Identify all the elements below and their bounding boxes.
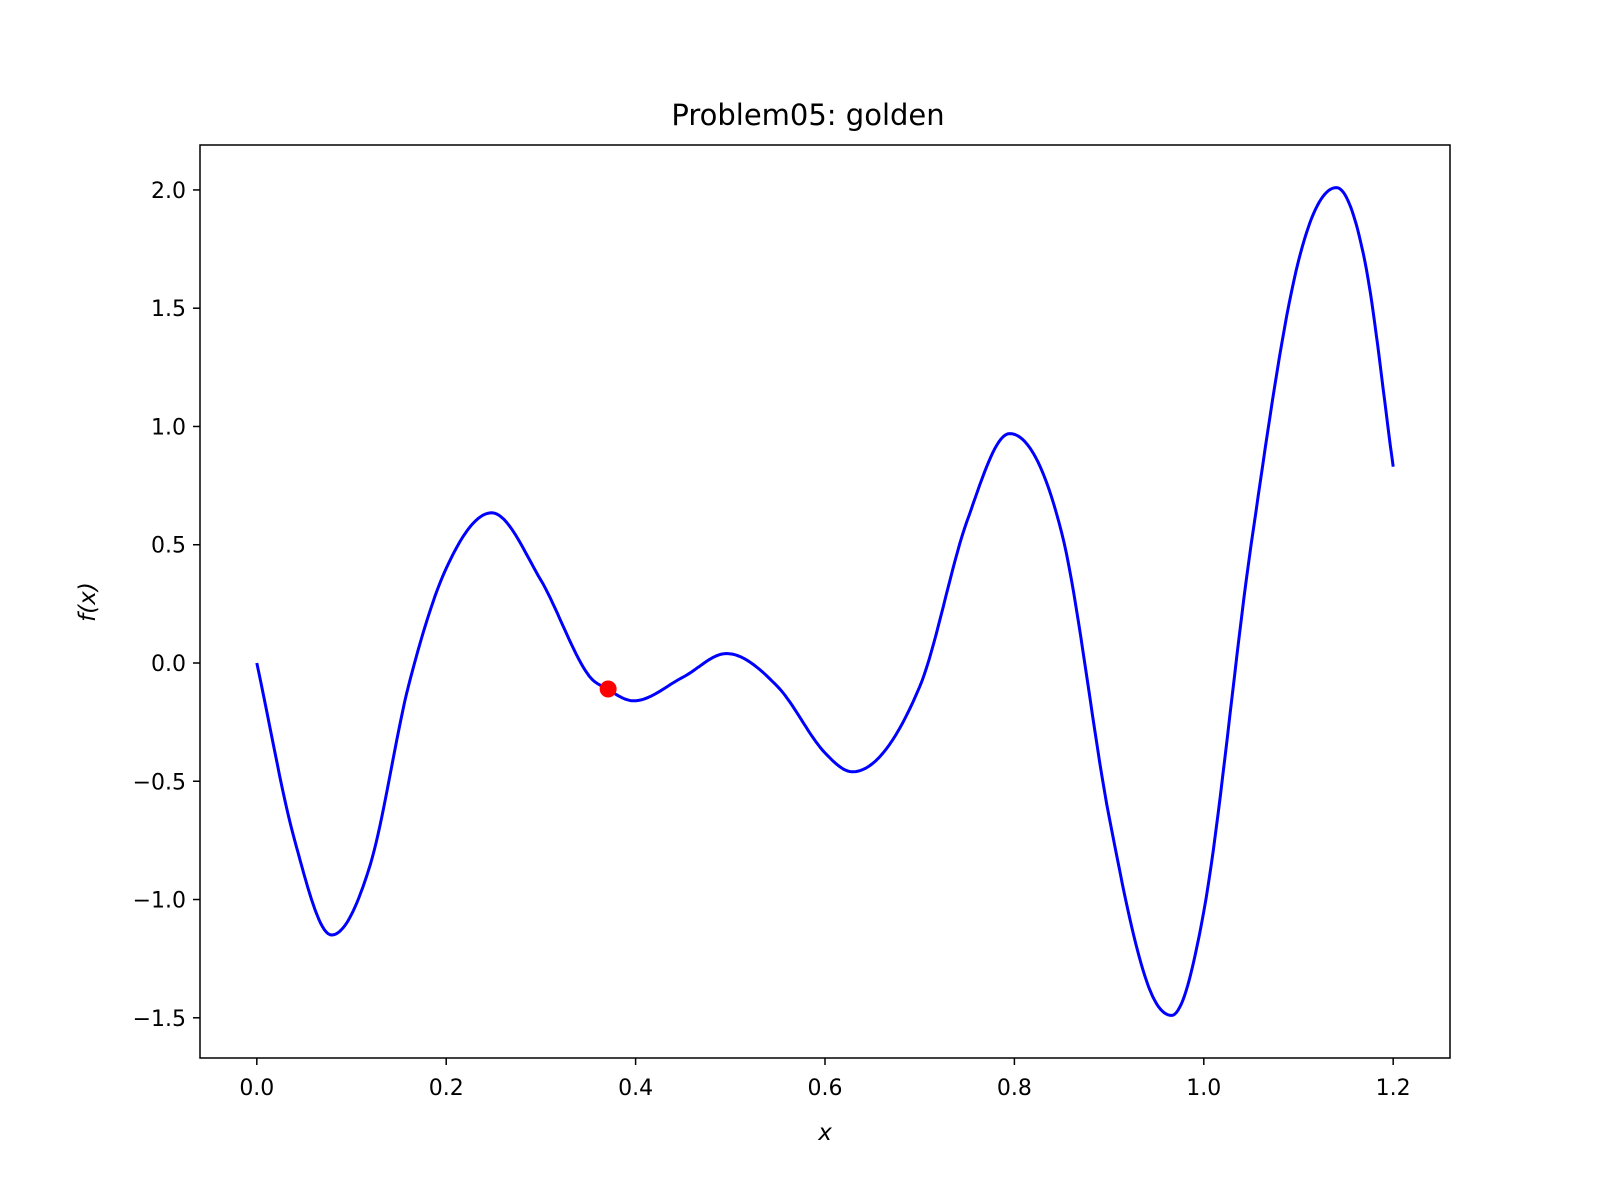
- y-tick-label: 2.0: [151, 179, 186, 204]
- y-axis-label: f(x): [75, 582, 101, 622]
- x-tick-label: 0.0: [239, 1076, 274, 1101]
- markers: [599, 680, 617, 698]
- x-tick-label: 1.0: [1186, 1076, 1221, 1101]
- y-axis: −1.5 −1.0 −0.5 0.0 0.5 1.0 1.5 2.0: [133, 179, 200, 1032]
- y-tick-label: 0.5: [151, 534, 186, 559]
- minimum-marker: [599, 680, 617, 698]
- y-tick-label: −1.5: [133, 1007, 186, 1032]
- x-tick-label: 0.8: [997, 1076, 1032, 1101]
- x-axis-label: x: [817, 1120, 832, 1146]
- x-tick-label: 1.2: [1376, 1076, 1411, 1101]
- y-tick-label: 1.0: [151, 415, 186, 440]
- y-tick-label: 0.0: [151, 652, 186, 677]
- y-tick-label: 1.5: [151, 297, 186, 322]
- chart-title: Problem05: golden: [671, 98, 944, 132]
- x-axis: 0.0 0.2 0.4 0.6 0.8 1.0 1.2: [239, 1058, 1411, 1101]
- x-tick-label: 0.2: [429, 1076, 464, 1101]
- x-tick-label: 0.6: [808, 1076, 843, 1101]
- x-tick-label: 0.4: [618, 1076, 653, 1101]
- plot-frame: [199, 144, 1451, 1059]
- y-tick-label: −1.0: [133, 889, 186, 914]
- y-tick-label: −0.5: [133, 770, 186, 795]
- series-line-0: [255, 186, 1395, 1017]
- plot-area: [199, 144, 1451, 1059]
